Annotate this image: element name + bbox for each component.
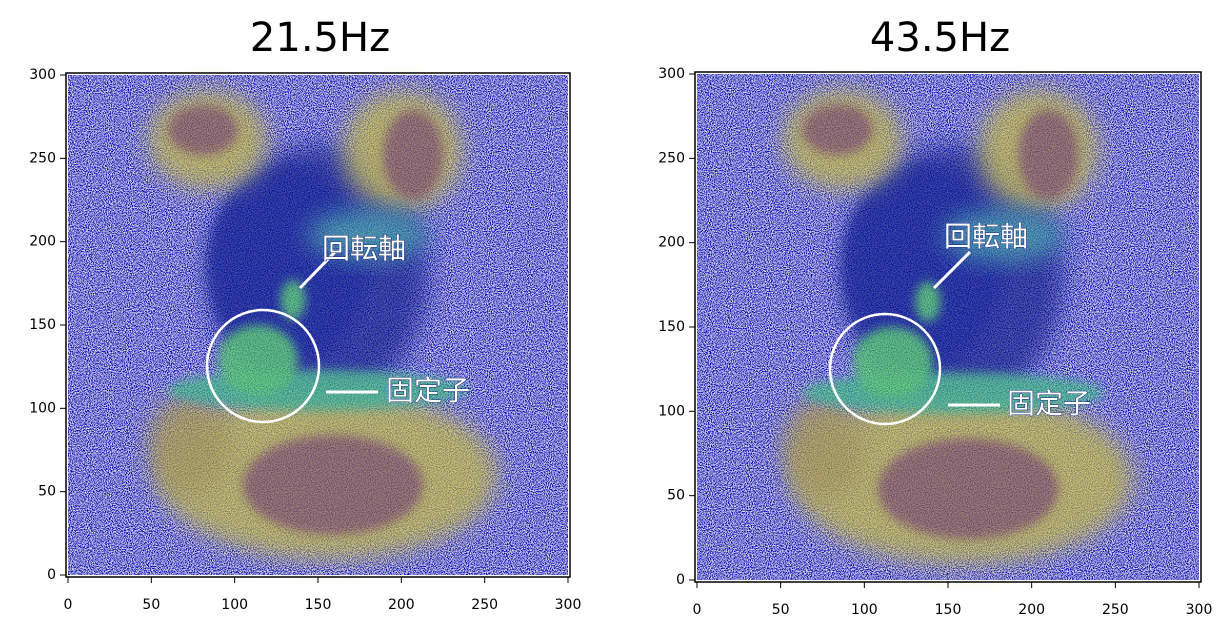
x-tick-label: 150 <box>305 597 332 613</box>
chart-title: 21.5Hz <box>250 15 390 61</box>
heatmap-image <box>68 75 568 575</box>
annotation-label: 固定子 <box>386 374 470 407</box>
x-tick-label: 200 <box>388 597 415 613</box>
y-tick-label: 100 <box>658 403 685 419</box>
panel: 43.5Hz 0 50 100 150 200 250 300 0 50 100 150 200 250 3… <box>658 15 1212 618</box>
x-tick-label: 200 <box>1018 602 1045 618</box>
y-tick-label: 300 <box>29 67 56 83</box>
chart-title: 43.5Hz <box>870 15 1010 61</box>
x-tick-label: 0 <box>64 597 73 613</box>
y-tick-label: 0 <box>47 567 56 583</box>
y-tick-label: 250 <box>658 150 685 166</box>
y-tick-label: 50 <box>667 488 685 504</box>
x-tick-label: 300 <box>1186 602 1213 618</box>
heatmap-noise-overlay <box>697 74 1199 580</box>
annotation-label: 回転軸 <box>944 220 1028 253</box>
x-tick-label: 100 <box>851 602 878 618</box>
annotation-label: 回転軸 <box>322 232 406 265</box>
heatmap-noise-overlay <box>68 75 568 575</box>
figure: 21.5Hz 0 50 100 150 200 250 300 0 50 100 150 200 250 3… <box>0 0 1221 623</box>
annotation-label: 固定子 <box>1007 387 1091 420</box>
y-tick-label: 0 <box>676 572 685 588</box>
x-tick-label: 50 <box>772 602 790 618</box>
x-tick-label: 0 <box>693 602 702 618</box>
x-tick-label: 250 <box>471 597 498 613</box>
x-tick-label: 50 <box>142 597 160 613</box>
x-tick-label: 300 <box>555 597 582 613</box>
y-tick-label: 100 <box>29 400 56 416</box>
x-tick-label: 150 <box>935 602 962 618</box>
y-tick-label: 250 <box>29 150 56 166</box>
y-tick-label: 200 <box>658 235 685 251</box>
x-tick-label: 250 <box>1102 602 1129 618</box>
y-tick-label: 200 <box>29 234 56 250</box>
y-tick-label: 150 <box>658 319 685 335</box>
y-tick-label: 50 <box>38 484 56 500</box>
y-tick-label: 150 <box>29 317 56 333</box>
heatmap-image <box>697 74 1199 580</box>
panel: 21.5Hz 0 50 100 150 200 250 300 0 50 100 150 200 250 3… <box>29 15 581 613</box>
x-tick-label: 100 <box>221 597 248 613</box>
y-tick-label: 300 <box>658 66 685 82</box>
